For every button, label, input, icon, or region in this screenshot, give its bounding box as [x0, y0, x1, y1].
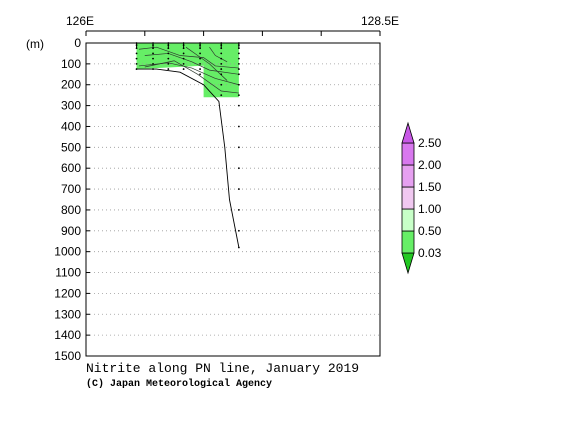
- sample-dot-6-6: [237, 68, 240, 70]
- sample-dot-6-8: [237, 83, 240, 86]
- sample-dot-5-4: [220, 57, 223, 60]
- y-tick-label-100: 100: [61, 57, 81, 71]
- y-tick-label-500: 500: [61, 140, 81, 154]
- sample-dot-3-6: [182, 68, 185, 70]
- sample-dot-5-1: [220, 44, 223, 46]
- chart-credit: (C) Japan Meteorological Agency: [86, 378, 272, 390]
- sample-dot-6-7: [237, 73, 240, 76]
- sample-dot-1-4: [152, 57, 154, 60]
- sample-dot-6-14: [237, 188, 240, 190]
- colorbar-label-6: 2.50: [418, 136, 442, 150]
- sample-dot-4-7: [199, 73, 201, 76]
- sample-dot-5-3: [220, 52, 223, 55]
- sample-dot-6-11: [237, 125, 240, 128]
- sample-dot-0-2: [135, 47, 138, 50]
- colorbar-segment-1: [401, 230, 415, 254]
- plot-frame: [85, 42, 381, 357]
- sample-dot-0-5: [135, 62, 138, 65]
- y-tick-label-600: 600: [61, 161, 81, 175]
- sample-dot-5-7: [220, 73, 223, 76]
- sample-dot-6-16: [237, 229, 240, 232]
- sample-dot-5-5: [220, 62, 223, 65]
- sample-dot-1-5: [152, 62, 154, 65]
- y-tick-label-1000: 1000: [54, 245, 81, 259]
- colorbar-label-3: 1.00: [418, 202, 442, 216]
- colorbar-segment-5: [401, 142, 415, 166]
- bottom-profile-line: [136, 68, 240, 248]
- sample-dot-4-2: [199, 47, 201, 50]
- sample-dot-6-3: [237, 52, 240, 55]
- y-tick-label-900: 900: [61, 224, 81, 238]
- sample-dot-6-2: [237, 47, 240, 50]
- sample-dot-4-4: [199, 57, 201, 60]
- sample-dot-2-5: [167, 62, 170, 65]
- y-tick-label-1400: 1400: [54, 328, 81, 342]
- sample-dot-2-2: [167, 47, 170, 50]
- colorbar-segment-4: [401, 164, 415, 188]
- colorbar-segment-6: [401, 121, 415, 144]
- colorbar-segment-3: [401, 186, 415, 210]
- sample-dot-6-9: [237, 94, 240, 97]
- plot-area: 126E 128.5E 0 100 200 300 400 500 600 700 800 900 10…: [54, 14, 399, 363]
- sample-dot-1-2: [152, 47, 154, 50]
- sample-dot-1-1: [152, 44, 154, 46]
- sample-dot-6-12: [237, 146, 240, 149]
- y-tick-label-800: 800: [61, 203, 81, 217]
- colorbar-label-2: 0.50: [418, 224, 442, 238]
- y-tick-label-300: 300: [61, 99, 81, 113]
- sample-dot-6-15: [237, 209, 240, 211]
- sample-dot-0-1: [135, 44, 138, 46]
- sample-dot-0-4: [135, 57, 138, 60]
- sample-dot-6-4: [237, 57, 240, 60]
- sample-dot-6-5: [237, 62, 240, 65]
- chart-title: Nitrite along PN line, January 2019: [86, 361, 359, 376]
- sample-dot-2-4: [167, 57, 170, 60]
- colorbar-label-1: 0.03: [418, 246, 442, 260]
- y-tick-label-1100: 1100: [55, 266, 81, 280]
- sample-dot-6-1: [237, 44, 240, 46]
- y-tick-label-1500: 1500: [54, 349, 81, 363]
- colorbar: 0.03 0.50 1.00 1.50 2.00 2.50: [401, 121, 442, 275]
- y-tick-label-1200: 1200: [54, 286, 81, 300]
- contour-line-0: [138, 46, 239, 69]
- sample-dot-4-5: [199, 62, 201, 65]
- sample-dot-5-6: [220, 68, 223, 70]
- sample-dot-1-3: [152, 52, 154, 55]
- sample-dot-4-1: [199, 44, 201, 46]
- sample-dot-3-2: [182, 47, 185, 50]
- sample-dot-4-6: [199, 68, 201, 70]
- y-tick-label-400: 400: [61, 119, 81, 133]
- y-tick-label-1300: 1300: [54, 307, 81, 321]
- contour-line-1: [144, 53, 239, 75]
- y-axis-unit-label: (m): [26, 37, 44, 51]
- y-tick-label-700: 700: [61, 182, 81, 196]
- sample-dot-3-3: [182, 52, 185, 55]
- sample-dot-3-1: [182, 44, 185, 46]
- colorbar-segment-0: [401, 252, 415, 275]
- filled-region-1: [203, 63, 239, 98]
- sample-dot-6-10: [237, 104, 240, 107]
- colorbar-label-4: 1.50: [418, 180, 442, 194]
- contour-line-4: [185, 46, 228, 81]
- contour-line-3: [144, 60, 239, 94]
- sample-dot-2-6: [167, 68, 170, 70]
- y-tick-label-0: 0: [74, 36, 81, 50]
- y-tick-label-200: 200: [61, 78, 81, 92]
- sample-dot-4-3: [199, 52, 201, 55]
- sample-dot-6-13: [237, 167, 240, 170]
- sample-dot-2-3: [167, 52, 170, 55]
- sample-dot-0-3: [135, 52, 138, 55]
- sample-dot-3-5: [182, 62, 185, 65]
- sample-dot-5-8: [220, 83, 223, 86]
- sample-dot-5-2: [220, 47, 223, 50]
- sample-dot-2-1: [167, 44, 170, 46]
- x-tick-label-1: 128.5E: [361, 14, 399, 28]
- sample-dot-3-4: [182, 57, 185, 60]
- x-tick-label-0: 126E: [66, 14, 94, 28]
- sample-dot-5-9: [220, 94, 223, 97]
- colorbar-label-5: 2.00: [418, 158, 442, 172]
- contour-line-5: [209, 46, 228, 63]
- colorbar-segment-2: [401, 208, 415, 232]
